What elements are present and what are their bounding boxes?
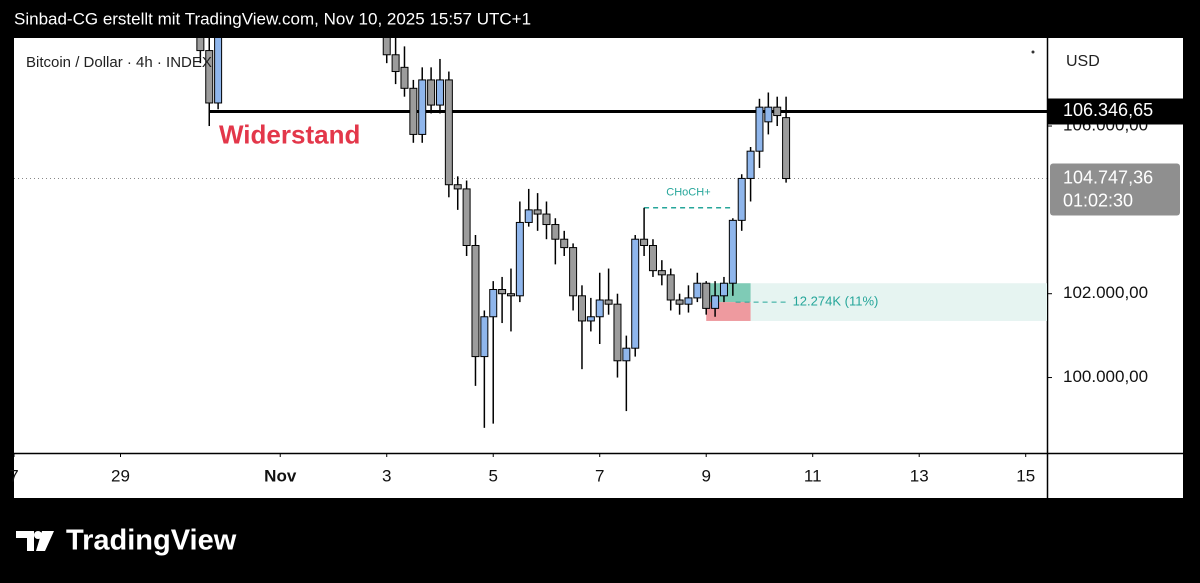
candle-body — [702, 282, 711, 309]
candle-body — [586, 316, 595, 322]
x-tick-label: 13 — [910, 466, 929, 485]
candle-body — [418, 79, 427, 135]
candle-body — [435, 79, 444, 106]
resistance-text: Widerstand — [219, 119, 360, 149]
resistance-price-label: 106.346,65 — [1063, 100, 1153, 120]
logo-mark — [16, 531, 54, 551]
candle-body — [595, 299, 604, 318]
last-price-box — [1050, 163, 1180, 216]
position-extension — [750, 283, 1047, 321]
candle-body — [657, 270, 666, 276]
x-tick-label: Nov — [264, 466, 297, 485]
x-tick-label: 7 — [595, 466, 604, 485]
position-label: 12.274K (11%) — [793, 294, 879, 309]
candle-body — [524, 209, 533, 223]
candle-body — [640, 238, 649, 247]
candle-body — [764, 106, 773, 123]
candle-body — [427, 79, 436, 106]
candle-body — [391, 54, 400, 73]
x-tick-label: 5 — [488, 466, 497, 485]
countdown-label: 01:02:30 — [1063, 190, 1133, 210]
candle-body — [444, 79, 453, 186]
candle-body — [782, 117, 791, 180]
candle-body — [773, 106, 782, 117]
candle-body — [462, 188, 471, 246]
y-tick-label: 102.000,00 — [1063, 283, 1148, 302]
candle-body — [604, 299, 613, 305]
candle-body — [666, 274, 675, 301]
candle-body — [675, 299, 684, 305]
candle-body — [737, 177, 746, 221]
candle-body — [515, 221, 524, 297]
chart-panel — [14, 38, 1183, 498]
candle-body — [205, 50, 214, 104]
x-tick-label: 11 — [804, 466, 822, 485]
resistance-price-box — [1047, 98, 1183, 125]
candle-body — [719, 282, 728, 297]
candle-body — [569, 247, 578, 297]
candle-body — [693, 282, 702, 299]
candle-body — [648, 245, 657, 272]
x-tick-label: 3 — [382, 466, 391, 485]
footer-brand: TradingView — [66, 525, 237, 557]
candle-body — [214, 38, 223, 104]
candle-body — [622, 347, 631, 362]
x-tick-label: 29 — [111, 466, 130, 485]
candle-body — [728, 219, 737, 284]
candle-body — [409, 87, 418, 135]
candle-body — [577, 295, 586, 322]
x-tick-label: 9 — [701, 466, 710, 485]
candle-body — [480, 316, 489, 358]
candle-body — [711, 295, 720, 309]
candle-body — [400, 66, 409, 89]
candle-body — [684, 297, 693, 305]
candle-body — [755, 106, 764, 152]
header: Sinbad-CG erstellt mit TradingView.com, … — [14, 9, 531, 28]
last-price-label: 104.747,36 — [1063, 167, 1153, 187]
candle-body — [489, 289, 498, 318]
candle-body — [560, 238, 569, 249]
candle-body — [382, 38, 391, 56]
choch-label: CHoCH+ — [666, 187, 710, 199]
candle-body — [196, 38, 205, 52]
chart-title: Bitcoin / Dollar · 4h · INDEX — [26, 54, 212, 71]
candle-body — [746, 150, 755, 179]
x-tick-label: 7 — [9, 466, 18, 485]
candle-body — [551, 224, 560, 240]
y-tick-label: 100.000,00 — [1063, 367, 1148, 386]
candle-body — [498, 289, 507, 295]
logo-dot — [34, 531, 42, 539]
candle-body — [542, 213, 551, 226]
candle-body — [613, 303, 622, 362]
candle-body — [506, 293, 515, 297]
y-axis-label: USD — [1066, 53, 1100, 70]
candle-body — [631, 238, 640, 349]
candle-body — [471, 245, 480, 358]
candle-body — [533, 209, 542, 215]
menu-dot — [1031, 50, 1035, 54]
plot-area: 12.274K (11%) Widerstand CHoCH+ — [14, 38, 1047, 428]
candle-body — [453, 184, 462, 190]
x-tick-label: 15 — [1016, 466, 1035, 485]
footer-logo: TradingView — [16, 525, 237, 557]
